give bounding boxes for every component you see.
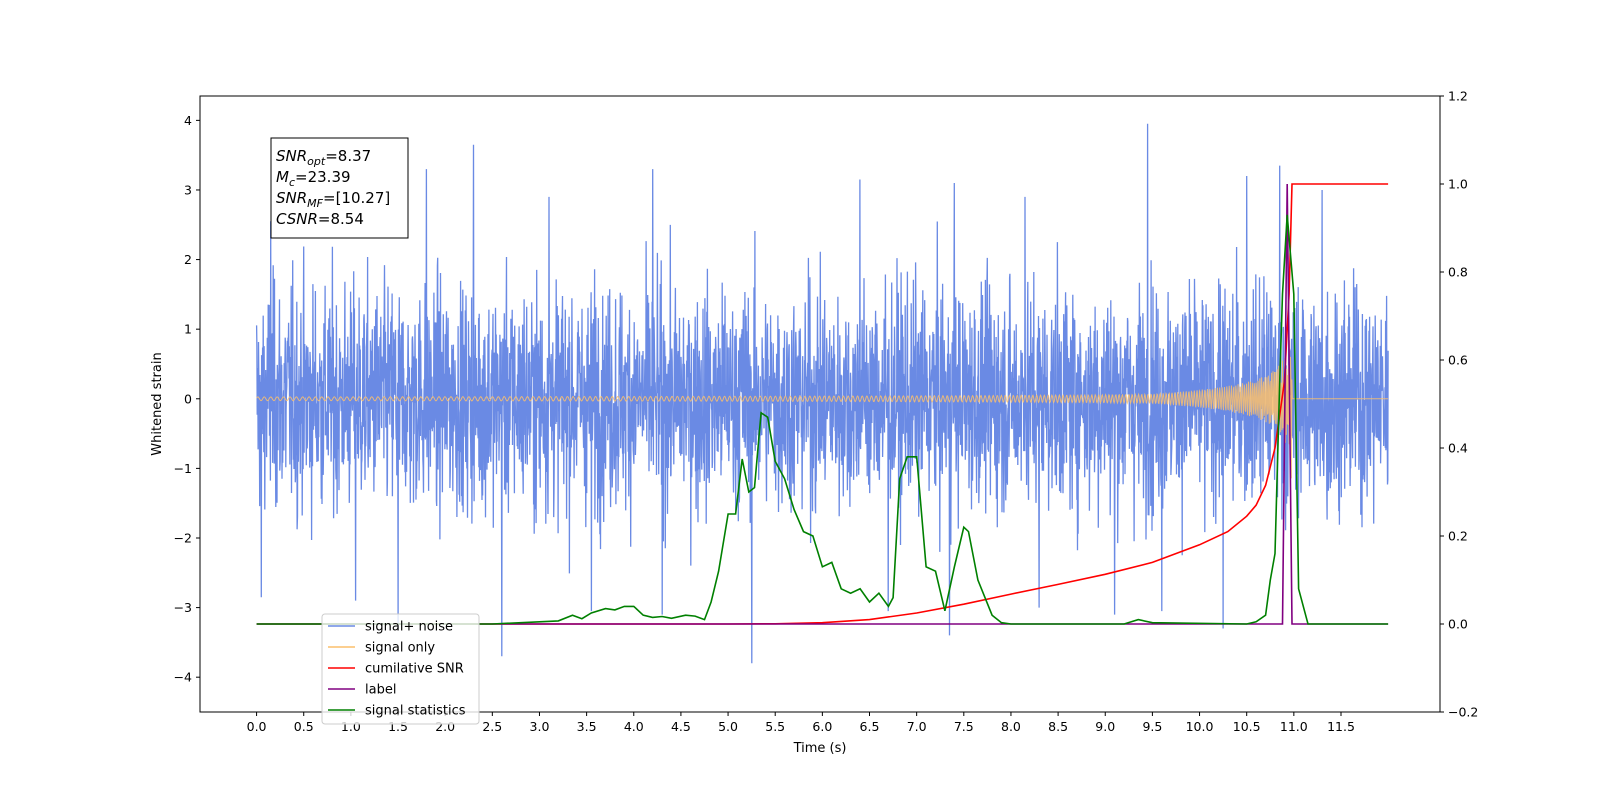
y-right-tick-label: 1.0 <box>1448 177 1468 192</box>
y-right-tick-label: 0.6 <box>1448 353 1468 368</box>
annotation-line: SNRopt=8.37 <box>276 147 371 168</box>
legend-frame <box>321 613 480 725</box>
y-tick-label: 0 <box>184 391 192 406</box>
series-signal-noise-line <box>255 123 1389 664</box>
annotation-line: SNRMF=[10.27] <box>276 189 390 210</box>
annotation-line: Mc=23.39 <box>276 168 351 189</box>
x-axis: 0.0 0.5 1.0 1.5 2.0 2.5 3.0 3.5 4.0 4.5 5.0 5.5 6.0 6… <box>247 712 1355 734</box>
x-tick-label: 4.0 <box>624 719 644 734</box>
annotation-line: CSNR=8.54 <box>276 210 364 228</box>
legend-label: label <box>365 683 396 698</box>
x-tick-label: 2.5 <box>482 719 502 734</box>
x-axis-label: Time (s) <box>793 741 847 756</box>
y-axis-label: Whitened strain <box>150 352 165 455</box>
x-tick-label: 10.5 <box>1233 719 1261 734</box>
x-tick-label: 0.0 <box>247 719 267 734</box>
x-tick-label: 3.5 <box>577 719 597 734</box>
x-tick-label: 7.0 <box>907 719 927 734</box>
x-tick-label: 3.0 <box>530 719 550 734</box>
y-tick-label: 4 <box>184 113 192 128</box>
legend-label: signal only <box>365 641 435 656</box>
x-tick-label: 10.0 <box>1186 719 1214 734</box>
x-tick-label: 11.0 <box>1280 719 1308 734</box>
y-tick-label: 2 <box>184 252 192 267</box>
legend: signal+ noise signal only cumilative SNR la… <box>321 613 480 725</box>
y-tick-label: −3 <box>174 600 192 615</box>
y-right-tick-label: −0.2 <box>1448 705 1478 720</box>
x-tick-label: 6.5 <box>860 719 880 734</box>
x-tick-label: 5.0 <box>718 719 738 734</box>
y-tick-label: −1 <box>174 461 192 476</box>
y-tick-label: −4 <box>174 670 192 685</box>
y-right-tick-label: 0.2 <box>1448 529 1468 544</box>
legend-label: signal+ noise <box>365 620 453 635</box>
x-tick-label: 0.5 <box>294 719 314 734</box>
y-axis-left: −4 −3 −2 −1 0 1 2 3 4 <box>174 113 200 685</box>
x-tick-label: 4.5 <box>671 719 691 734</box>
plot-area <box>255 123 1389 664</box>
axes-frame <box>199 95 1441 713</box>
y-tick-label: 1 <box>184 322 192 337</box>
x-tick-label: 9.0 <box>1095 719 1115 734</box>
y-right-tick-label: 0.8 <box>1448 265 1468 280</box>
legend-label: signal statistics <box>365 704 466 719</box>
x-tick-label: 8.0 <box>1001 719 1021 734</box>
x-tick-label: 7.5 <box>954 719 974 734</box>
x-tick-label: 6.0 <box>812 719 832 734</box>
annotation-box: SNRopt=8.37Mc=23.39SNRMF=[10.27]CSNR=8.5… <box>270 137 409 239</box>
annotation-frame <box>270 137 409 239</box>
y-right-tick-label: 1.2 <box>1448 89 1468 104</box>
series-signal-statistics-line <box>256 214 1389 625</box>
y-tick-label: −2 <box>174 530 192 545</box>
x-tick-label: 5.5 <box>765 719 785 734</box>
x-tick-label: 9.5 <box>1142 719 1162 734</box>
x-tick-label: 11.5 <box>1327 719 1355 734</box>
y-tick-label: 3 <box>184 182 192 197</box>
y-right-tick-label: 0.0 <box>1448 617 1468 632</box>
y-axis-right: −0.2 0.0 0.2 0.4 0.6 0.8 1.0 1.2 <box>1440 89 1478 720</box>
legend-label: cumilative SNR <box>365 662 464 677</box>
x-tick-label: 8.5 <box>1048 719 1068 734</box>
series-signal-only-line <box>256 340 1389 479</box>
y-right-tick-label: 0.4 <box>1448 441 1468 456</box>
